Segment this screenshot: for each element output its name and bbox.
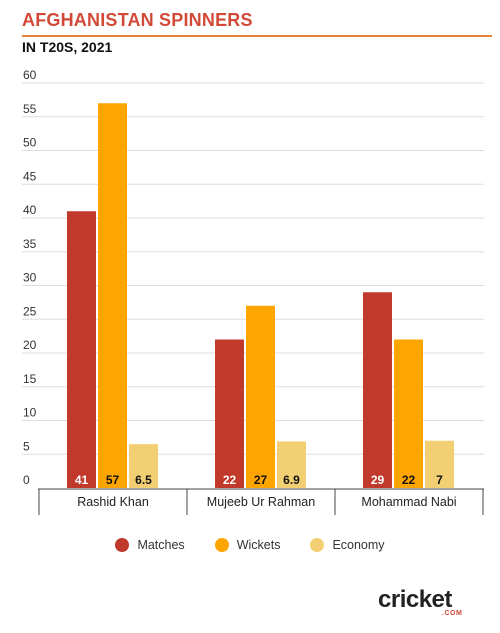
chart-title: AFGHANISTAN SPINNERS <box>22 10 253 30</box>
legend-dot-wickets <box>214 538 229 552</box>
bar-matches <box>363 292 392 488</box>
legend: Matches Wickets Economy <box>0 538 500 552</box>
bar-value-label: 22 <box>223 473 237 487</box>
bar-economy <box>129 444 158 488</box>
bar-value-label: 6.9 <box>283 473 300 487</box>
y-tick-label: 10 <box>23 406 37 420</box>
y-tick-label: 40 <box>23 203 37 217</box>
bar-value-label: 7 <box>436 473 443 487</box>
cricket-logo: cricket .COM <box>378 586 478 622</box>
logo-text: cricket <box>378 586 452 613</box>
legend-item-economy: Economy <box>310 538 385 552</box>
legend-item-matches: Matches <box>115 538 185 552</box>
legend-label-economy: Economy <box>332 538 385 552</box>
bar-economy <box>277 441 306 488</box>
category-label: Rashid Khan <box>77 495 149 509</box>
legend-dot-matches <box>115 538 130 552</box>
legend-item-wickets: Wickets <box>214 538 281 552</box>
y-tick-label: 35 <box>23 237 37 251</box>
bar-wickets <box>394 339 423 488</box>
y-tick-label: 60 <box>23 68 37 82</box>
y-tick-label: 25 <box>23 304 37 318</box>
legend-dot-economy <box>310 538 325 552</box>
y-tick-label: 55 <box>23 102 37 116</box>
y-tick-label: 20 <box>23 338 37 352</box>
y-tick-label: 15 <box>23 372 37 386</box>
y-tick-label: 5 <box>23 439 30 453</box>
legend-label-wickets: Wickets <box>236 538 281 552</box>
bar-value-label: 57 <box>106 473 120 487</box>
y-tick-label: 0 <box>23 473 30 487</box>
category-label: Mujeeb Ur Rahman <box>207 495 315 509</box>
y-tick-label: 45 <box>23 169 37 183</box>
bar-matches <box>215 339 244 488</box>
logo-sub: .COM <box>442 610 463 617</box>
bar-wickets <box>246 305 275 488</box>
y-tick-label: 30 <box>23 271 37 285</box>
bar-value-label: 29 <box>371 473 385 487</box>
bar-value-label: 27 <box>254 473 268 487</box>
bar-value-label: 22 <box>402 473 416 487</box>
legend-label-matches: Matches <box>137 538 185 552</box>
bar-matches <box>67 211 96 488</box>
category-label: Mohammad Nabi <box>361 495 456 509</box>
bar-value-label: 41 <box>75 473 89 487</box>
bar-chart: 0 5 10 15 20 25 30 35 40 45 50 55 60 41 57 6.5 Rashid Kh… <box>22 68 484 515</box>
chart-subtitle: IN T20S, 2021 <box>22 39 113 55</box>
title-rule <box>22 35 492 37</box>
bar-value-label: 6.5 <box>135 473 152 487</box>
y-tick-label: 50 <box>23 136 37 150</box>
bar-wickets <box>98 103 127 488</box>
bar-economy <box>425 440 454 488</box>
